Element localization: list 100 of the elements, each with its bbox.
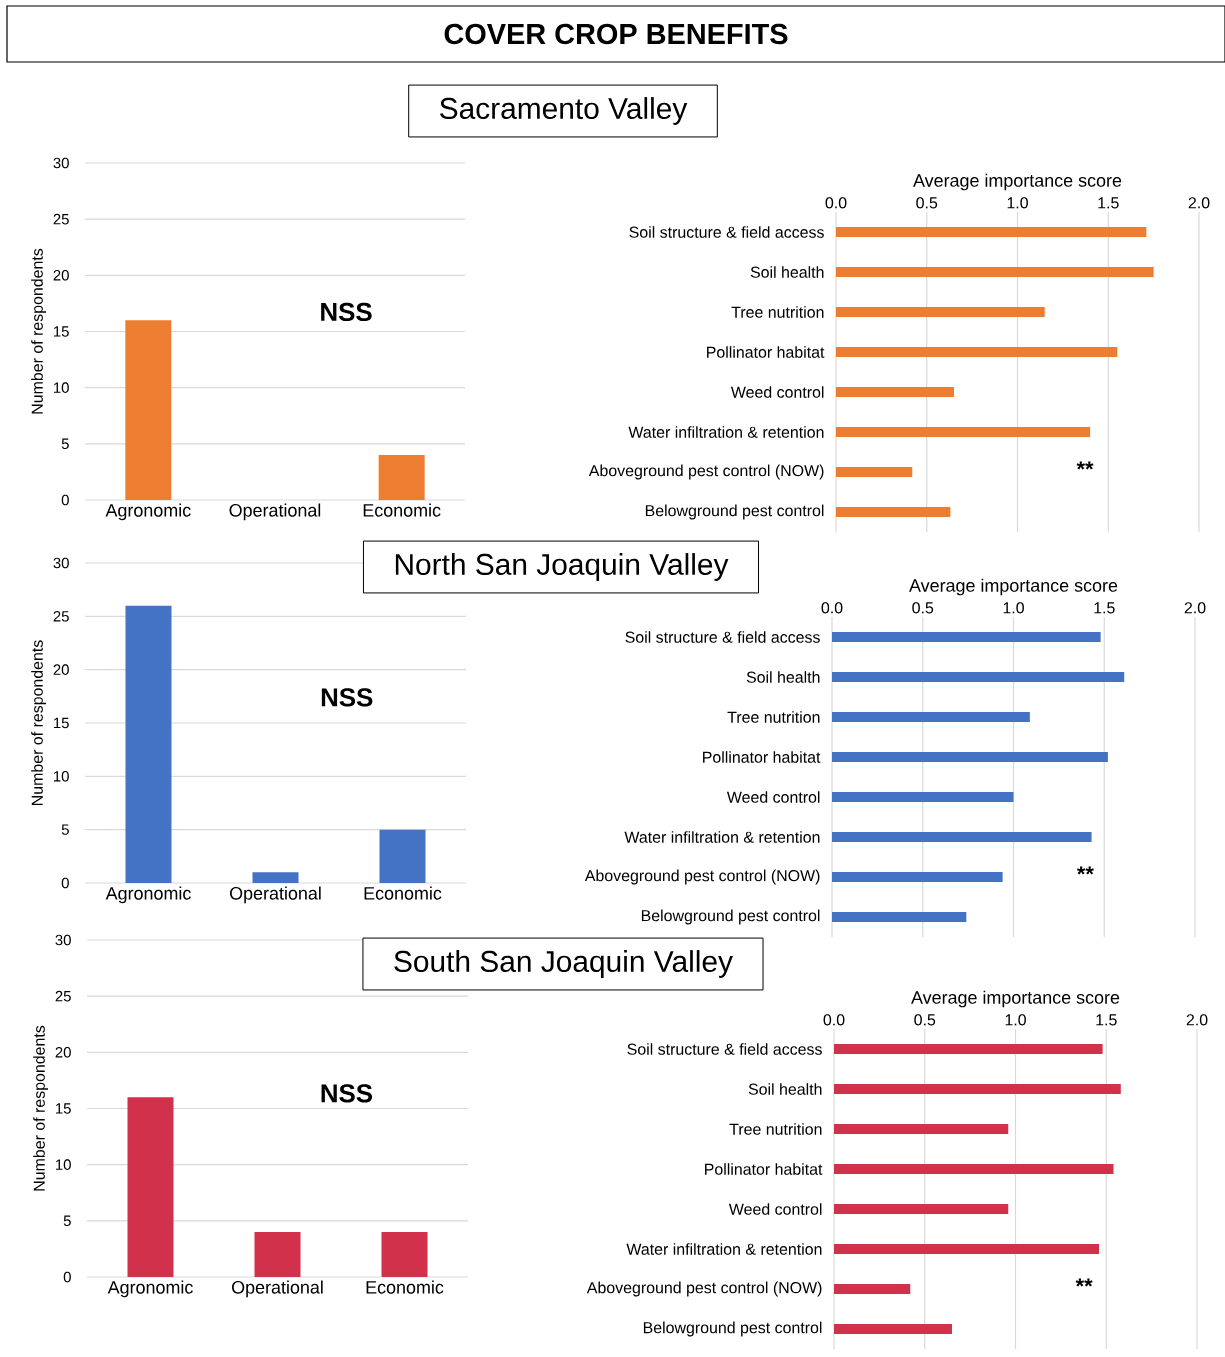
y-tick-label: Aboveground pest control (NOW) xyxy=(584,869,820,885)
bar xyxy=(834,1124,1009,1135)
x-tick-label: 1.5 xyxy=(1096,1014,1117,1026)
x-tick-label: Operational xyxy=(229,886,321,904)
bar xyxy=(834,1244,1099,1255)
bar xyxy=(834,1084,1121,1095)
x-tick-label: Economic xyxy=(364,886,442,900)
y-axis-title: Number of respondents xyxy=(31,640,47,805)
annotation: ** xyxy=(1075,1278,1093,1287)
y-tick-label: 30 xyxy=(53,157,69,169)
y-tick-label: 0 xyxy=(61,877,69,889)
text: COVER CROP BENEFITS xyxy=(444,23,788,45)
y-tick-label: 25 xyxy=(53,213,69,225)
annotation: ** xyxy=(1076,866,1094,875)
bar xyxy=(836,347,1118,357)
y-tick-label: Pollinator habitat xyxy=(703,751,821,763)
y-tick-label: Weed control xyxy=(730,386,824,398)
y-tick-label: 5 xyxy=(63,1215,71,1227)
x-tick-label: 0.5 xyxy=(914,1014,936,1026)
x-tick-label: Operational xyxy=(229,503,321,521)
y-tick-label: Soil health xyxy=(750,266,824,278)
y-tick-label: 5 xyxy=(61,438,69,450)
bar xyxy=(832,672,1125,682)
x-tick-label: 2.0 xyxy=(1184,602,1206,614)
y-tick-label: Soil structure & field access xyxy=(625,631,820,643)
bar xyxy=(834,1324,952,1334)
x-tick-label: Operational xyxy=(231,1280,323,1298)
annotation: NSS xyxy=(321,1084,373,1103)
bar xyxy=(832,832,1092,842)
annotation: ** xyxy=(1076,461,1094,470)
x-tick-label: 0.5 xyxy=(916,197,938,209)
y-tick-label: 20 xyxy=(53,664,69,675)
x-tick-label: 0.0 xyxy=(823,1014,845,1026)
y-tick-label: 30 xyxy=(55,934,71,946)
y-tick-label: 20 xyxy=(55,1047,71,1058)
bar xyxy=(832,792,1014,802)
bar xyxy=(834,1204,1009,1215)
y-tick-label: Weed control xyxy=(726,791,820,803)
y-tick-label: 25 xyxy=(55,990,71,1002)
y-tick-label: 30 xyxy=(53,557,69,569)
y-tick-label: Soil structure & field access xyxy=(627,1043,822,1055)
y-tick-label: Belowground pest control xyxy=(643,1321,822,1337)
y-tick-label: Pollinator habitat xyxy=(705,1163,823,1175)
bar xyxy=(832,632,1101,642)
bar xyxy=(832,752,1108,762)
x-axis-title: Average importance score xyxy=(911,990,1120,1008)
y-tick-label: Tree nutrition xyxy=(727,711,820,723)
text: North San Joaquin Valley xyxy=(395,553,729,581)
x-axis-title: Average importance score xyxy=(909,578,1118,596)
y-tick-label: 25 xyxy=(53,611,69,622)
y-tick-label: Soil health xyxy=(748,1083,822,1095)
text: South San Joaquin Valley xyxy=(394,950,733,978)
y-axis-title: Number of respondents xyxy=(33,1025,49,1191)
y-tick-label: 0 xyxy=(61,494,69,506)
y-tick-label: 10 xyxy=(54,771,69,782)
y-tick-label: Aboveground pest control (NOW) xyxy=(586,1281,822,1297)
annotation: NSS xyxy=(321,688,373,707)
x-tick-label: 2.0 xyxy=(1188,197,1210,209)
bar xyxy=(836,427,1091,437)
y-tick-label: 10 xyxy=(56,1159,71,1170)
y-tick-label: 0 xyxy=(63,1271,71,1283)
y-tick-label: 10 xyxy=(54,382,69,393)
x-tick-label: 1.0 xyxy=(1003,602,1024,614)
bar xyxy=(836,467,913,477)
x-tick-label: 0.0 xyxy=(821,602,843,614)
bar xyxy=(836,267,1154,277)
bar xyxy=(832,712,1030,722)
bar xyxy=(834,1044,1103,1055)
y-tick-label: Belowground pest control xyxy=(645,504,824,520)
bar xyxy=(836,307,1045,317)
y-tick-label: Tree nutrition xyxy=(731,306,824,318)
y-tick-label: Water infiltration & retention xyxy=(626,1243,822,1255)
bar xyxy=(836,506,951,517)
bar xyxy=(836,387,954,397)
x-tick-label: Agronomic xyxy=(105,503,191,521)
bar xyxy=(252,872,299,883)
y-tick-label: 15 xyxy=(56,1103,71,1114)
bar xyxy=(125,605,172,883)
x-tick-label: 2.0 xyxy=(1186,1014,1208,1026)
y-tick-label: Water infiltration & retention xyxy=(628,426,824,438)
y-tick-label: Belowground pest control xyxy=(641,909,820,925)
y-tick-label: Water infiltration & retention xyxy=(624,831,820,843)
bar xyxy=(836,227,1147,237)
text: Sacramento Valley xyxy=(440,97,688,125)
y-tick-label: 15 xyxy=(54,717,69,729)
x-axis-title: Average importance score xyxy=(913,173,1122,191)
x-tick-label: Agronomic xyxy=(107,1280,193,1298)
x-tick-label: 1.5 xyxy=(1098,197,1119,209)
y-tick-label: 5 xyxy=(61,824,69,835)
x-tick-label: 1.0 xyxy=(1005,1014,1026,1026)
bar xyxy=(832,872,1003,882)
y-tick-label: Soil health xyxy=(746,671,820,683)
y-tick-label: 15 xyxy=(54,326,69,337)
x-tick-label: Agronomic xyxy=(105,886,191,904)
y-tick-label: Soil structure & field access xyxy=(629,226,824,238)
annotation: NSS xyxy=(321,302,372,322)
y-axis-title: Number of respondents xyxy=(31,248,47,414)
x-tick-label: Economic xyxy=(366,1280,444,1294)
bar xyxy=(832,912,967,922)
x-tick-label: 0.0 xyxy=(825,197,847,209)
